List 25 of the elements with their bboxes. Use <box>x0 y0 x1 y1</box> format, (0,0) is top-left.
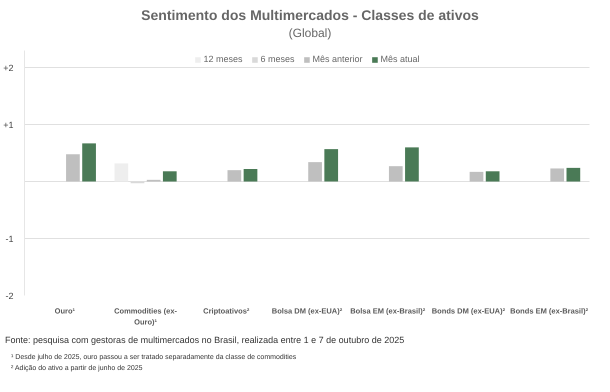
bar <box>308 162 322 182</box>
bar <box>227 170 242 182</box>
bar <box>162 171 177 182</box>
legend-label: 6 meses <box>260 54 294 64</box>
y-tick-label: -2 <box>6 291 14 301</box>
chart-title: Sentimento dos Multimercados - Classes de ativos <box>141 6 479 25</box>
legend-label: Mês anterior <box>312 54 363 64</box>
bar <box>566 168 580 182</box>
legend-label: 12 meses <box>203 54 242 64</box>
bar <box>486 171 500 182</box>
bar <box>82 143 96 182</box>
source-note: Fonte: pesquisa com gestoras de multimercados no Brasil, realizada entre 1 e 7 de outubro de 2025 <box>5 334 404 347</box>
legend-label: Mês atual <box>380 54 420 64</box>
y-tick-label: -1 <box>6 234 14 244</box>
chart-subtitle: (Global) <box>288 25 332 42</box>
bar <box>114 163 128 182</box>
y-tick-label: +2 <box>3 63 14 74</box>
y-tick-label: +1 <box>3 120 14 130</box>
bar <box>324 149 338 182</box>
bar <box>405 147 419 182</box>
bar <box>550 168 564 182</box>
bar <box>66 154 80 182</box>
bar <box>388 166 403 182</box>
bar <box>244 169 258 182</box>
bar <box>470 172 484 182</box>
